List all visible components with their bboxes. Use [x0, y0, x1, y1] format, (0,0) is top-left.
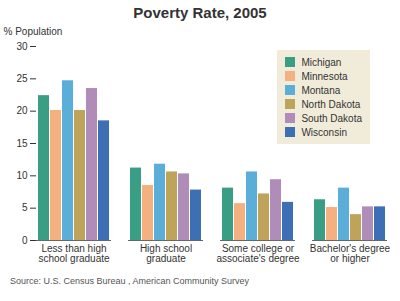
svg-text:High schoolgraduate: High schoolgraduate [140, 243, 192, 264]
svg-text:30: 30 [16, 41, 28, 52]
svg-text:25: 25 [16, 73, 28, 84]
svg-text:10: 10 [16, 170, 28, 181]
html-text:North Dakota: North Dakota [301, 98, 361, 110]
html-text:Poverty Rate, 2005: Poverty Rate, 2005 [133, 4, 267, 21]
svg-text:5: 5 [22, 202, 28, 213]
svg-text:20: 20 [16, 105, 28, 116]
html-text:South Dakota: South Dakota [301, 112, 362, 124]
html-text:Michigan: Michigan [301, 56, 342, 68]
svg-text:15: 15 [16, 138, 28, 149]
svg-text:Bachelor's degreeor higher: Bachelor's degreeor higher [310, 243, 391, 264]
html-text:Minnesota: Minnesota [301, 70, 348, 82]
html-text:Source: U.S. Census Bureau , A: Source: U.S. Census Bureau , American Co… [10, 276, 250, 286]
svg-text:0: 0 [22, 235, 28, 246]
html-text:Wisconsin: Wisconsin [301, 126, 347, 138]
svg-text:% Population: % Population [4, 26, 63, 37]
svg-text:Some college orassociate's deg: Some college orassociate's degree [216, 243, 300, 264]
html-text:Montana: Montana [301, 84, 341, 96]
svg-text:Less than highschool graduate: Less than highschool graduate [38, 243, 110, 264]
